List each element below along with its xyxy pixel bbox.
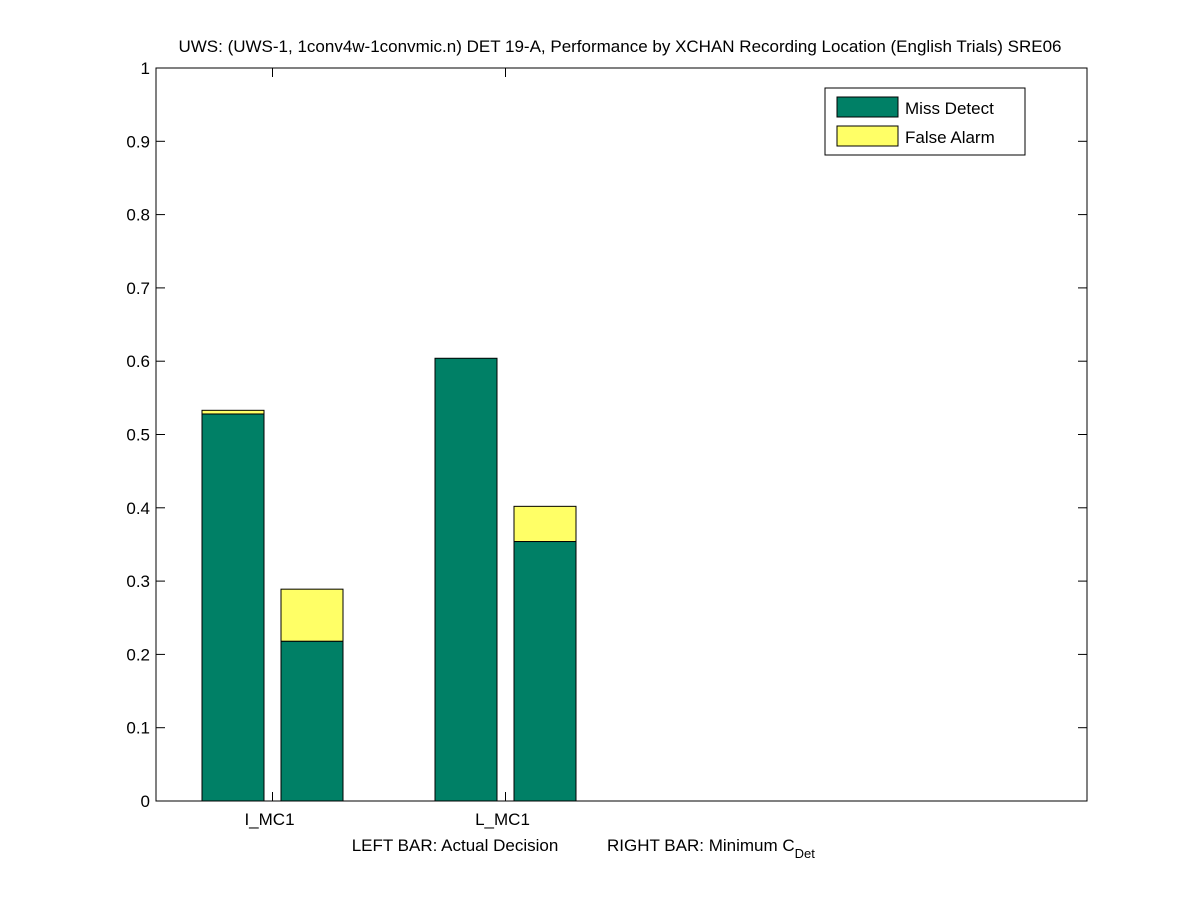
bars-group: [201, 357, 577, 802]
y-tick-label: 0.6: [126, 352, 150, 371]
x-axis-label-left: LEFT BAR: Actual Decision: [352, 836, 559, 855]
y-tick-label: 0.9: [126, 132, 150, 151]
y-tick-label: 0.4: [126, 499, 150, 518]
y-tick-label: 0.5: [126, 426, 150, 445]
legend-swatch-miss-detect: [836, 96, 899, 118]
y-tick-label: 0.8: [126, 206, 150, 225]
x-tick-label: L_MC1: [475, 810, 530, 829]
bar-false-alarm-minimum: [280, 588, 344, 642]
legend-label-miss-detect: Miss Detect: [905, 99, 994, 118]
x-axis: I_MC1 L_MC1: [244, 68, 530, 829]
legend: Miss Detect False Alarm: [824, 87, 1026, 156]
bar-miss-detect-actual: [201, 413, 265, 802]
y-tick-label: 0.3: [126, 572, 150, 591]
chart-title: UWS: (UWS-1, 1conv4w-1convmic.n) DET 19-…: [178, 37, 1061, 56]
y-tick-label: 1: [141, 59, 150, 78]
y-tick-label: 0.2: [126, 645, 150, 664]
y-tick-label: 0.1: [126, 719, 150, 738]
bar-miss-detect-minimum: [280, 640, 344, 802]
y-tick-label: 0.7: [126, 279, 150, 298]
bar-false-alarm-minimum: [513, 505, 577, 543]
x-axis-label-right: RIGHT BAR: Minimum CDet: [607, 836, 815, 861]
legend-label-false-alarm: False Alarm: [905, 128, 995, 147]
bar-false-alarm-actual: [201, 409, 265, 415]
bar-miss-detect-actual: [434, 357, 498, 802]
legend-swatch-false-alarm: [836, 125, 899, 147]
x-axis-label-right-subscript: Det: [795, 846, 816, 861]
bar-miss-detect-minimum: [513, 541, 577, 802]
y-axis: 0 0.1 0.2 0.3 0.4 0.5 0.6 0.7 0.8 0.9 1: [126, 59, 1087, 811]
x-axis-label-right-main: RIGHT BAR: Minimum C: [607, 836, 795, 855]
x-tick-label: I_MC1: [244, 810, 294, 829]
y-tick-label: 0: [141, 792, 150, 811]
